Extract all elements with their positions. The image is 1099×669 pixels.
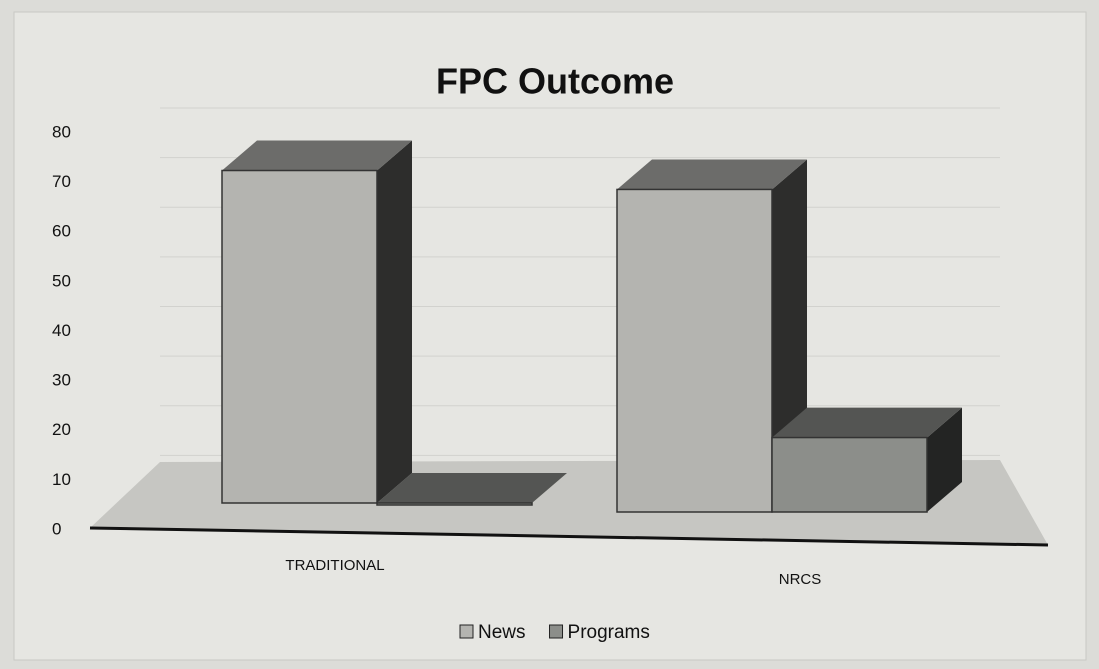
y-tick-label: 10 [52, 470, 71, 489]
chart-title: FPC Outcome [436, 61, 674, 102]
bar-side [377, 140, 412, 503]
bar-top [772, 407, 962, 438]
y-tick-label: 50 [52, 271, 71, 290]
bar-top [377, 473, 567, 503]
legend-swatch [459, 624, 474, 639]
y-tick-label: 0 [52, 519, 61, 538]
x-axis [89, 526, 1049, 547]
bar [221, 169, 378, 504]
y-tick-label: 30 [52, 371, 71, 390]
x-tick-label: NRCS [779, 571, 822, 588]
y-tick-label: 80 [52, 122, 71, 141]
y-tick-label: 60 [52, 222, 71, 241]
x-tick-label: TRADITIONAL [285, 557, 384, 574]
bar-top [617, 159, 807, 190]
bar [771, 436, 928, 513]
bar [376, 502, 533, 506]
bar [616, 188, 773, 513]
bar-side [927, 407, 962, 512]
bar-top [222, 140, 412, 171]
y-tick-label: 70 [52, 172, 71, 191]
legend-label: Programs [568, 622, 650, 643]
legend-swatch [549, 624, 564, 639]
chart-area [13, 11, 1087, 661]
legend-label: News [478, 622, 526, 643]
y-tick-label: 20 [52, 420, 71, 439]
y-tick-label: 40 [52, 321, 71, 340]
